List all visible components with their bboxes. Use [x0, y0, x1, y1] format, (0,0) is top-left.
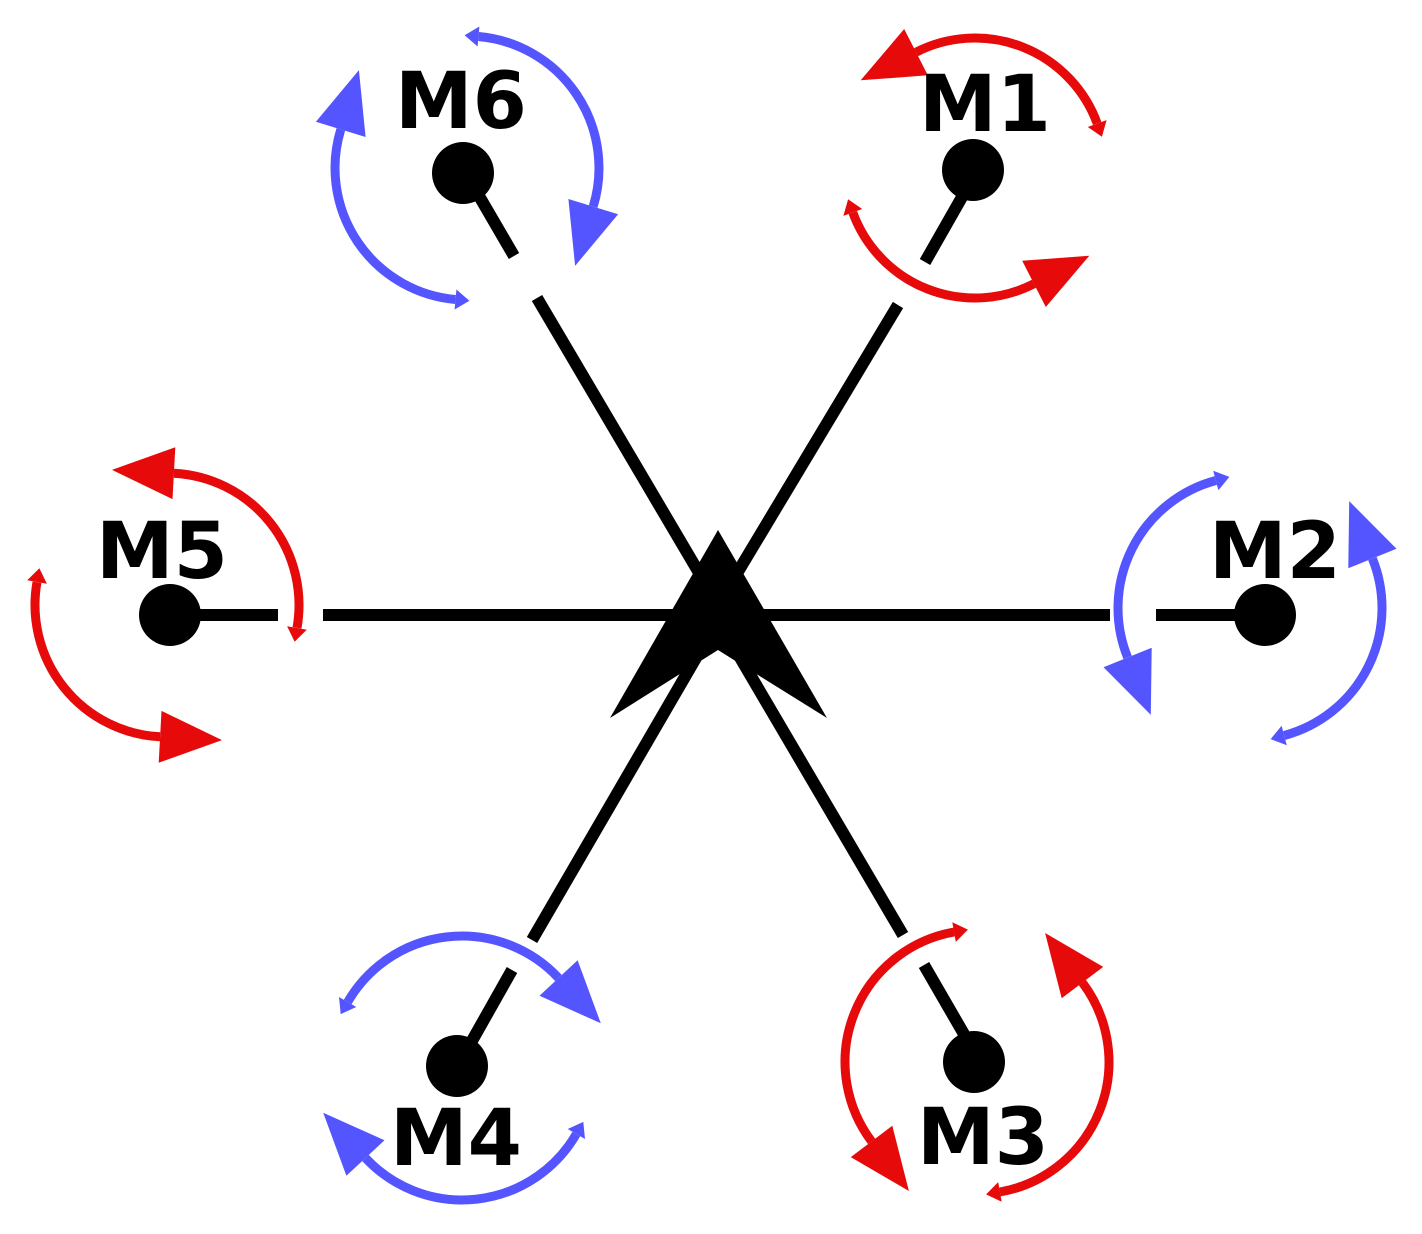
motor-label-m5: M5 — [96, 507, 228, 597]
motor-m3-hub — [943, 1031, 1005, 1093]
rotation-tail-m5-2 — [27, 568, 47, 584]
rotation-arrowhead-m4-1 — [539, 960, 601, 1024]
rotation-arrowhead-m2-2 — [1348, 501, 1397, 569]
arm-m1-outer — [712, 301, 904, 609]
arm-m4-outer — [526, 616, 724, 944]
rotation-arc-m5-1 — [173, 468, 304, 629]
rotation-arrowhead-m6-1 — [568, 199, 619, 266]
rotation-tail-m4-1 — [339, 997, 357, 1015]
rotation-arc-m2-2 — [1283, 556, 1387, 740]
rotation-arrowhead-m3-1 — [850, 1125, 909, 1191]
rotation-arrowhead-m6-2 — [315, 70, 366, 137]
rotation-arrowhead-m1-1 — [860, 29, 928, 81]
rotation-arc-m1-2 — [848, 210, 1037, 303]
rotation-arc-m1-1 — [913, 33, 1102, 126]
frame-arms — [185, 173, 1250, 1058]
rotation-arc-m2-1 — [1113, 476, 1217, 660]
rotation-arrowhead-m3-2 — [1045, 933, 1104, 999]
rotation-tail-m2-1 — [1213, 470, 1230, 491]
motor-m1-hub — [942, 139, 1004, 201]
rotation-arrowhead-m4-2 — [323, 1112, 385, 1176]
motor-label-m6: M6 — [395, 57, 527, 147]
motor-m4-hub — [426, 1035, 488, 1097]
motor-m2-hub — [1234, 584, 1296, 646]
rotation-arc-m6-1 — [478, 32, 604, 208]
rotation-tail-m4-2 — [567, 1121, 585, 1139]
rotation-tail-m1-2 — [843, 199, 863, 216]
rotation-arrowhead-m5-1 — [112, 447, 176, 500]
rotation-tail-m1-1 — [1087, 120, 1107, 137]
rotation-arc-m3-2 — [999, 979, 1114, 1197]
rotation-tail-m3-2 — [986, 1182, 1002, 1202]
rotation-tail-m6-1 — [464, 26, 480, 47]
arm-m3-outer — [712, 616, 909, 939]
rotation-arc-m3-1 — [840, 927, 955, 1145]
rotation-arrowhead-m5-2 — [158, 710, 222, 763]
motor-m6-hub — [432, 142, 494, 204]
motor-labels: M1 M2 M3 M4 M5 M6 — [96, 57, 1341, 1184]
motor-m5-hub — [139, 584, 201, 646]
rotation-arc-m4-2 — [362, 1131, 581, 1205]
rotation-arc-m6-2 — [330, 128, 456, 304]
rotation-tail-m6-2 — [454, 289, 470, 310]
motor-label-m3: M3 — [917, 1093, 1049, 1183]
rotation-indicators — [27, 26, 1397, 1205]
motor-label-m1: M1 — [919, 60, 1051, 150]
rotation-arc-m5-2 — [30, 581, 161, 742]
heading-arrow-icon — [610, 530, 827, 718]
rotation-arc-m4-1 — [343, 931, 562, 1005]
rotation-tail-m5-1 — [287, 626, 307, 642]
motor-label-m2: M2 — [1209, 507, 1341, 597]
motor-hubs — [139, 139, 1296, 1097]
rotation-tail-m3-1 — [952, 922, 968, 942]
rotation-arrowhead-m1-2 — [1022, 255, 1090, 307]
motor-label-m4: M4 — [390, 1094, 522, 1184]
arm-m6-outer — [531, 294, 724, 609]
rotation-tail-m2-2 — [1270, 725, 1287, 746]
rotation-arrowhead-m2-1 — [1103, 647, 1152, 715]
